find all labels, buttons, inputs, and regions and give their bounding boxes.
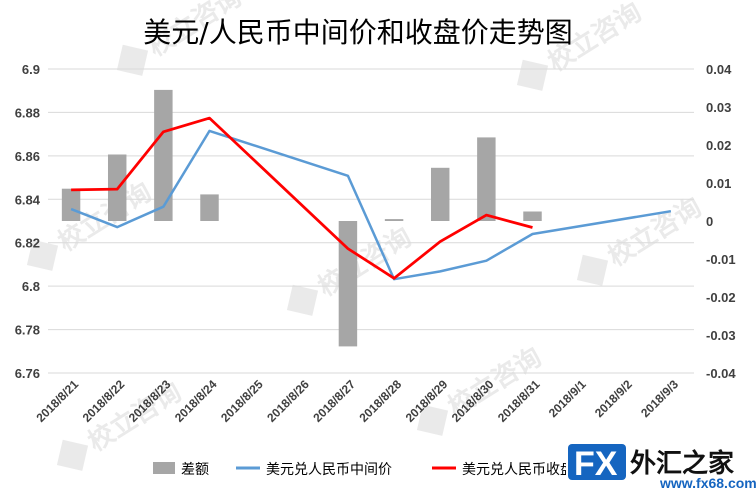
legend: 差额 美元兑人民币中间价 美元兑人民币收盘价	[153, 461, 588, 478]
bar-diff	[338, 221, 358, 347]
bar-diff	[523, 211, 542, 221]
right-tick-label: 0.04	[706, 62, 732, 77]
left-tick-label: 6.9	[22, 62, 40, 77]
watermark-diamond	[56, 439, 89, 471]
bar-diff	[61, 188, 81, 221]
watermark-diamond	[416, 404, 449, 436]
chart-title: 美元/人民币中间价和收盘价走势图	[143, 16, 572, 49]
watermark-diamond	[116, 44, 149, 76]
left-tick-label: 6.82	[15, 236, 40, 251]
bar-diff	[200, 194, 219, 221]
watermark-diamond	[286, 284, 319, 316]
left-tick-label: 6.84	[15, 192, 41, 207]
left-axis-ticks: 6.76 6.78 6.8 6.82 6.84 6.86 6.88 6.9	[15, 62, 41, 381]
left-tick-label: 6.76	[15, 366, 40, 381]
logo-fx-text: FX	[574, 445, 618, 483]
bar-diff	[384, 219, 404, 221]
legend-swatch-bar	[153, 462, 175, 474]
bar-diff	[477, 137, 496, 221]
bar-diff	[154, 89, 173, 222]
legend-label-close: 美元兑人民币收盘价	[462, 461, 588, 478]
watermark-diamond	[516, 59, 549, 91]
fx68-logo: FX 外汇之家 www.fx68.com	[566, 442, 756, 491]
legend-label-mid: 美元兑人民币中间价	[266, 462, 392, 478]
left-tick-label: 6.8	[22, 279, 40, 294]
watermark-diamond	[26, 239, 59, 271]
right-tick-label: -0.04	[706, 366, 736, 381]
right-tick-label: 0.01	[706, 176, 731, 191]
logo-url-text: www.fx68.com	[659, 475, 756, 491]
right-tick-label: 0.03	[706, 100, 731, 115]
bar-diff	[430, 167, 450, 221]
right-axis-ticks: -0.04 -0.03 -0.02 -0.01 0 0.01 0.02 0.03 0.04	[706, 62, 736, 381]
left-tick-label: 6.78	[15, 323, 40, 338]
left-tick-label: 6.86	[15, 149, 40, 164]
line-close-rate	[71, 116, 533, 280]
watermark-diamond	[576, 254, 609, 286]
right-tick-label: -0.01	[706, 252, 736, 267]
right-tick-label: -0.03	[706, 328, 736, 343]
bar-series	[61, 89, 542, 347]
logo-cn-text: 外汇之家	[630, 448, 734, 479]
legend-label-diff: 差额	[181, 462, 209, 478]
right-tick-label: -0.02	[706, 290, 736, 305]
right-tick-label: 0	[706, 214, 713, 229]
logo-fx-box	[568, 444, 626, 480]
line-series	[70, 116, 672, 281]
line-mid-rate	[70, 129, 672, 281]
right-tick-label: 0.02	[706, 138, 731, 153]
left-tick-label: 6.88	[15, 105, 40, 120]
